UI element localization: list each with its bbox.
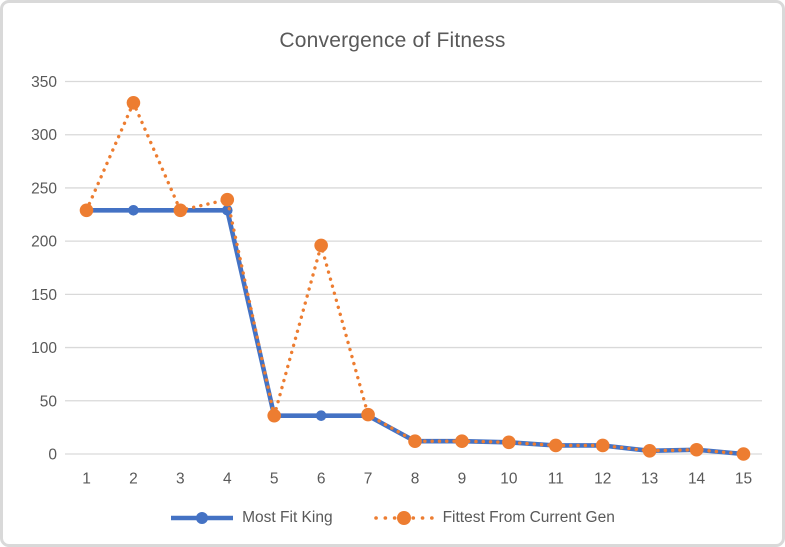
x-tick-label: 8 bbox=[411, 471, 420, 488]
series-line bbox=[86, 207, 744, 457]
chart-title: Convergence of Fitness bbox=[279, 29, 506, 52]
data-point-marker bbox=[220, 192, 235, 207]
series-fittest-from-current-gen bbox=[79, 95, 751, 461]
y-tick-label: 0 bbox=[48, 447, 57, 464]
legend-label-most-fit-king: Most Fit King bbox=[242, 509, 333, 526]
x-tick-label: 14 bbox=[688, 471, 706, 488]
y-tick-label: 300 bbox=[31, 127, 57, 144]
legend-solid-line-swatch bbox=[171, 512, 234, 524]
data-point-marker bbox=[595, 438, 610, 453]
data-point-marker bbox=[689, 442, 704, 457]
x-tick-label: 9 bbox=[458, 471, 467, 488]
legend-item-fittest-from-current-gen: Fittest From Current Gen bbox=[373, 509, 615, 527]
legend-item-most-fit-king: Most Fit King bbox=[170, 509, 333, 527]
legend-marker-icon bbox=[396, 511, 411, 525]
data-point-marker bbox=[408, 434, 422, 449]
x-tick-label: 15 bbox=[735, 471, 752, 488]
legend-dotted-line-swatch bbox=[373, 511, 434, 525]
series-most-fit-king bbox=[81, 204, 749, 460]
x-tick-label: 7 bbox=[364, 471, 373, 488]
data-point-marker bbox=[128, 204, 139, 216]
legend-label-fittest-from-current-gen: Fittest From Current Gen bbox=[442, 509, 615, 526]
data-point-marker bbox=[548, 438, 563, 453]
data-point-marker bbox=[455, 434, 469, 449]
y-axis-tick-labels: 0 50 100 150 200 250 300 350 bbox=[31, 74, 57, 464]
data-point-marker bbox=[79, 203, 94, 218]
gridlines bbox=[65, 80, 762, 455]
data-point-marker bbox=[736, 447, 751, 461]
x-tick-label: 13 bbox=[641, 471, 658, 488]
data-point-marker bbox=[173, 203, 188, 218]
x-tick-label: 3 bbox=[176, 471, 185, 488]
data-point-marker bbox=[315, 410, 327, 421]
data-point-marker bbox=[267, 408, 282, 423]
y-tick-label: 350 bbox=[31, 74, 57, 91]
x-tick-label: 11 bbox=[548, 471, 564, 488]
y-tick-label: 250 bbox=[31, 180, 57, 197]
data-point-marker bbox=[502, 435, 516, 450]
legend-marker-icon bbox=[196, 512, 209, 524]
x-axis-tick-labels: 1 2 3 4 5 6 7 8 9 10 11 12 13 14 15 bbox=[82, 471, 752, 488]
x-tick-label: 10 bbox=[500, 471, 518, 488]
y-tick-label: 200 bbox=[31, 234, 57, 251]
data-point-marker bbox=[314, 238, 328, 253]
x-tick-label: 5 bbox=[270, 471, 279, 488]
x-tick-label: 1 bbox=[82, 471, 91, 488]
data-point-marker bbox=[221, 204, 233, 216]
data-point-marker bbox=[642, 444, 657, 458]
x-tick-label: 12 bbox=[594, 471, 611, 488]
x-tick-label: 4 bbox=[223, 471, 232, 488]
chart-legend: Most Fit King Fittest From Current Gen bbox=[3, 509, 782, 527]
x-tick-label: 2 bbox=[129, 471, 138, 488]
data-point-marker bbox=[126, 95, 141, 110]
y-tick-label: 150 bbox=[31, 287, 57, 304]
data-point-marker bbox=[361, 407, 375, 422]
y-tick-label: 100 bbox=[31, 340, 57, 357]
y-tick-label: 50 bbox=[40, 393, 58, 410]
x-tick-label: 6 bbox=[317, 471, 326, 488]
